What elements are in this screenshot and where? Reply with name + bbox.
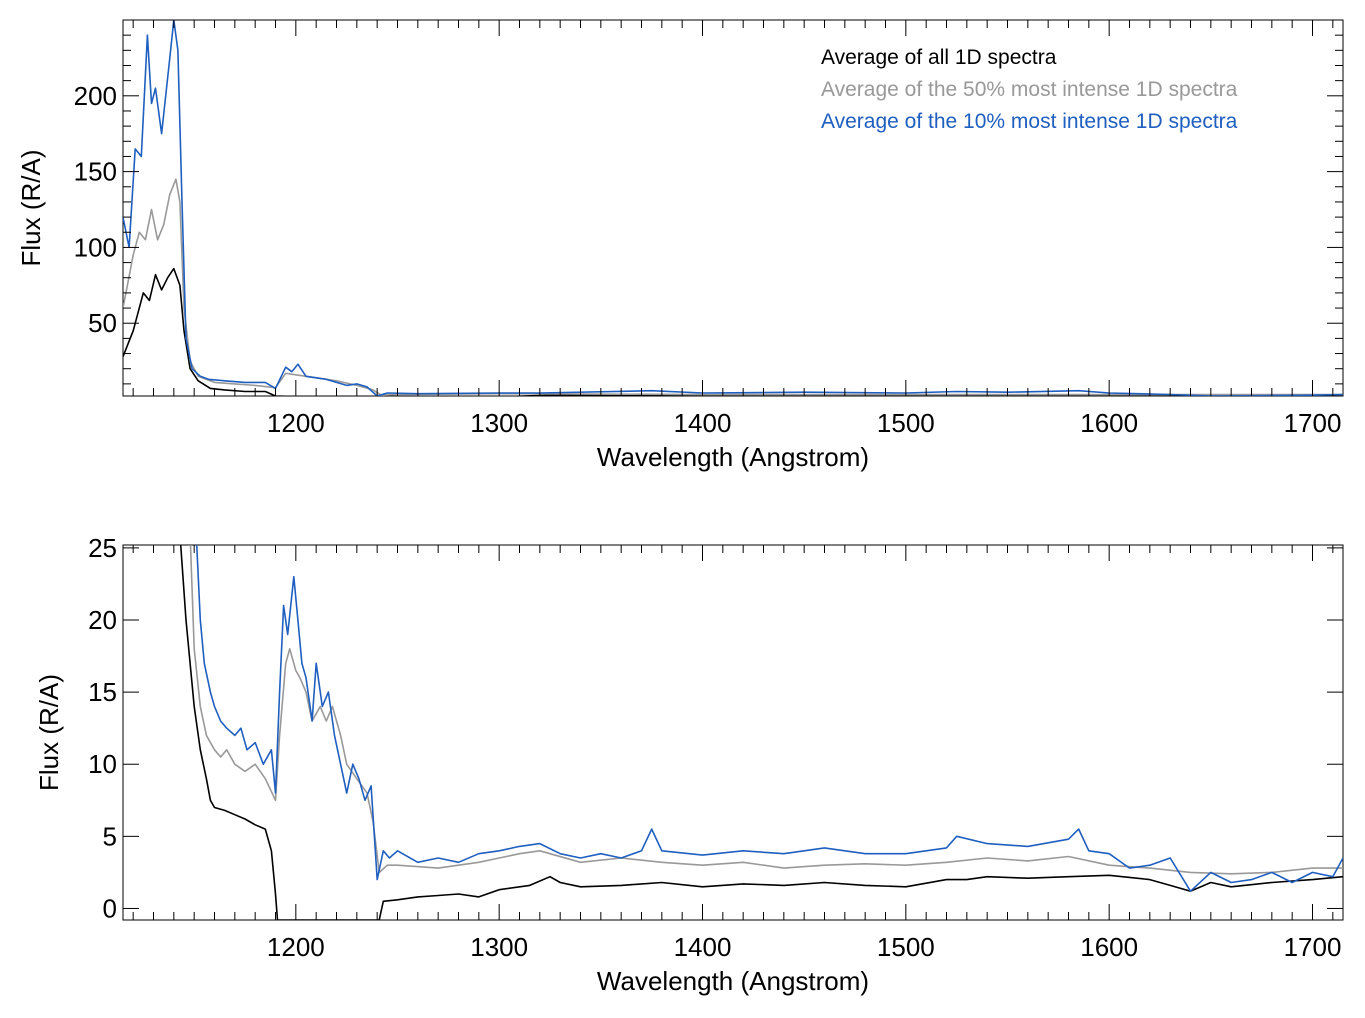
series-line-1 <box>189 545 1343 875</box>
y-tick-label: 50 <box>88 308 117 338</box>
x-tick-label: 1700 <box>1284 932 1342 962</box>
bottom-x-axis-label: Wavelength (Angstrom) <box>597 966 869 996</box>
y-tick-label: 10 <box>88 749 117 779</box>
x-tick-label: 1500 <box>877 408 935 438</box>
bottom-panel: Wavelength (Angstrom) Flux (R/A) 1200 130… <box>34 533 1344 996</box>
series-line-1 <box>123 178 1343 396</box>
x-tick-label: 1400 <box>674 932 732 962</box>
series-line-2 <box>123 20 1343 396</box>
top-plot-frame <box>122 19 1344 397</box>
top-ticks <box>123 19 1343 396</box>
y-tick-label: 0 <box>103 893 117 923</box>
x-tick-label: 1200 <box>267 408 325 438</box>
top-plot-area <box>123 20 1343 396</box>
x-tick-label: 1700 <box>1284 408 1342 438</box>
x-tick-label: 1500 <box>877 932 935 962</box>
y-tick-label: 200 <box>74 81 117 111</box>
bottom-plot-area <box>179 545 1343 920</box>
series-line-0 <box>179 545 1343 920</box>
x-tick-label: 1200 <box>267 932 325 962</box>
y-tick-label: 15 <box>88 677 117 707</box>
x-tick-label: 1300 <box>470 932 528 962</box>
x-tick-label: 1400 <box>674 408 732 438</box>
bottom-ticks <box>123 545 1343 920</box>
x-tick-label: 1600 <box>1080 408 1138 438</box>
y-tick-label: 20 <box>88 605 117 635</box>
bottom-plot-frame <box>122 544 1344 921</box>
series-line-0 <box>123 267 1343 396</box>
x-tick-label: 1600 <box>1080 932 1138 962</box>
y-tick-label: 100 <box>74 232 117 262</box>
y-tick-label: 25 <box>88 533 117 563</box>
y-tick-label: 150 <box>74 157 117 187</box>
x-tick-label: 1300 <box>470 408 528 438</box>
legend-entry-50pct-spectra: Average of the 50% most intense 1D spect… <box>821 78 1238 101</box>
series-line-2 <box>195 545 1343 893</box>
legend-entry-all-spectra: Average of all 1D spectra <box>821 46 1057 69</box>
top-x-axis-label: Wavelength (Angstrom) <box>597 442 869 472</box>
legend-entry-10pct-spectra: Average of the 10% most intense 1D spect… <box>821 110 1238 133</box>
y-tick-label: 5 <box>103 821 117 851</box>
top-legend: Average of all 1D spectra Average of the… <box>821 46 1238 133</box>
bottom-y-axis-label: Flux (R/A) <box>34 674 64 791</box>
top-y-axis-label: Flux (R/A) <box>16 150 46 267</box>
top-panel: Wavelength (Angstrom) Flux (R/A) Average… <box>16 19 1344 472</box>
